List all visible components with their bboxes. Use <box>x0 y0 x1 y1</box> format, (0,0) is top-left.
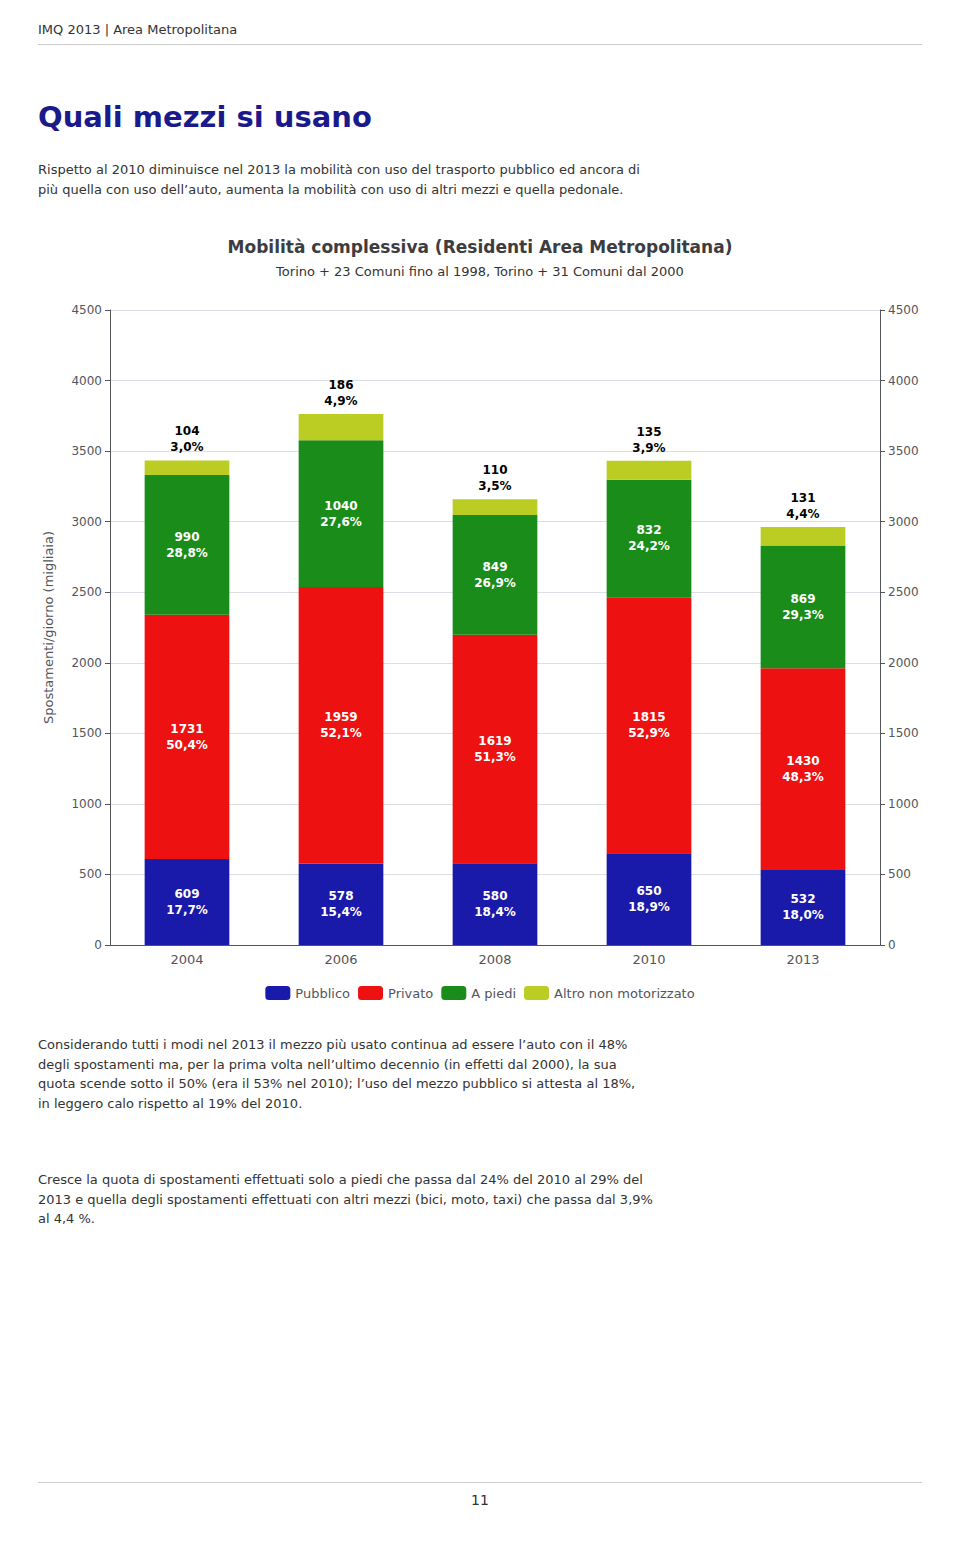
svg-text:500: 500 <box>888 867 911 881</box>
svg-text:832: 832 <box>636 523 661 537</box>
svg-text:26,9%: 26,9% <box>474 576 516 590</box>
html-text:Rispetto al 2010 diminuisce ne: Rispetto al 2010 diminuisce nel 2013 la … <box>38 162 640 197</box>
svg-text:52,1%: 52,1% <box>320 726 362 740</box>
svg-text:3,5%: 3,5% <box>478 479 511 493</box>
svg-text:650: 650 <box>636 884 661 898</box>
html-text:IMQ 2013 | Area Metropolitana: IMQ 2013 | Area Metropolitana <box>38 22 238 37</box>
html-text:Considerando tutti i modi nel: Considerando tutti i modi nel 2013 il me… <box>38 1037 636 1111</box>
svg-text:48,3%: 48,3% <box>782 770 824 784</box>
svg-text:1000: 1000 <box>888 797 919 811</box>
svg-text:1500: 1500 <box>888 726 919 740</box>
svg-text:4000: 4000 <box>71 374 102 388</box>
svg-text:104: 104 <box>174 424 199 438</box>
svg-text:3500: 3500 <box>888 444 919 458</box>
svg-text:2010: 2010 <box>632 952 665 967</box>
svg-text:29,3%: 29,3% <box>782 608 824 622</box>
svg-text:4500: 4500 <box>71 303 102 317</box>
html-text:Quali mezzi si usano: Quali mezzi si usano <box>38 100 372 134</box>
svg-text:1619: 1619 <box>478 734 511 748</box>
svg-text:3,9%: 3,9% <box>632 441 665 455</box>
svg-text:4,9%: 4,9% <box>324 394 357 408</box>
svg-text:27,6%: 27,6% <box>320 515 362 529</box>
svg-text:51,3%: 51,3% <box>474 750 516 764</box>
svg-text:4500: 4500 <box>888 303 919 317</box>
svg-text:52,9%: 52,9% <box>628 726 670 740</box>
svg-text:580: 580 <box>482 889 507 903</box>
svg-text:1500: 1500 <box>71 726 102 740</box>
svg-text:849: 849 <box>482 560 507 574</box>
svg-text:Pubblico: Pubblico <box>295 986 350 1001</box>
svg-text:3000: 3000 <box>71 515 102 529</box>
svg-text:17,7%: 17,7% <box>166 903 208 917</box>
svg-text:578: 578 <box>328 889 353 903</box>
html-text:Cresce la quota di spostamenti: Cresce la quota di spostamenti effettuat… <box>38 1172 653 1226</box>
svg-text:3000: 3000 <box>888 515 919 529</box>
html-text:11: 11 <box>471 1492 489 1508</box>
svg-text:Spostamenti/giorno (migliaia): Spostamenti/giorno (migliaia) <box>41 531 56 724</box>
svg-text:1959: 1959 <box>324 710 357 724</box>
svg-text:110: 110 <box>482 463 507 477</box>
svg-text:4,4%: 4,4% <box>786 507 819 521</box>
svg-text:28,8%: 28,8% <box>166 546 208 560</box>
svg-text:18,9%: 18,9% <box>628 900 670 914</box>
svg-text:4000: 4000 <box>888 374 919 388</box>
svg-text:532: 532 <box>790 892 815 906</box>
svg-text:1040: 1040 <box>324 499 357 513</box>
svg-text:1815: 1815 <box>632 710 665 724</box>
svg-text:131: 131 <box>790 491 815 505</box>
svg-text:990: 990 <box>174 530 199 544</box>
svg-text:15,4%: 15,4% <box>320 905 362 919</box>
svg-text:2500: 2500 <box>888 585 919 599</box>
svg-text:0: 0 <box>94 938 102 952</box>
svg-text:A piedi: A piedi <box>471 986 516 1001</box>
svg-text:186: 186 <box>328 378 353 392</box>
svg-text:609: 609 <box>174 887 199 901</box>
svg-text:2000: 2000 <box>71 656 102 670</box>
svg-text:500: 500 <box>79 867 102 881</box>
svg-text:2008: 2008 <box>478 952 511 967</box>
svg-text:50,4%: 50,4% <box>166 738 208 752</box>
svg-text:Altro non motorizzato: Altro non motorizzato <box>554 986 695 1001</box>
svg-text:18,4%: 18,4% <box>474 905 516 919</box>
svg-text:869: 869 <box>790 592 815 606</box>
svg-text:3500: 3500 <box>71 444 102 458</box>
svg-text:0: 0 <box>888 938 896 952</box>
svg-text:3,0%: 3,0% <box>170 440 203 454</box>
svg-text:1731: 1731 <box>170 722 203 736</box>
svg-text:18,0%: 18,0% <box>782 908 824 922</box>
svg-text:1000: 1000 <box>71 797 102 811</box>
svg-text:2006: 2006 <box>324 952 357 967</box>
svg-text:135: 135 <box>636 425 661 439</box>
svg-text:2004: 2004 <box>170 952 203 967</box>
svg-text:2013: 2013 <box>786 952 819 967</box>
svg-text:24,2%: 24,2% <box>628 539 670 553</box>
svg-text:Mobilità complessiva (Resident: Mobilità complessiva (Residenti Area Met… <box>228 237 733 257</box>
svg-text:Torino + 23 Comuni fino al 199: Torino + 23 Comuni fino al 1998, Torino … <box>275 264 684 279</box>
svg-text:2000: 2000 <box>888 656 919 670</box>
svg-text:Privato: Privato <box>388 986 433 1001</box>
svg-text:1430: 1430 <box>786 754 819 768</box>
svg-text:2500: 2500 <box>71 585 102 599</box>
